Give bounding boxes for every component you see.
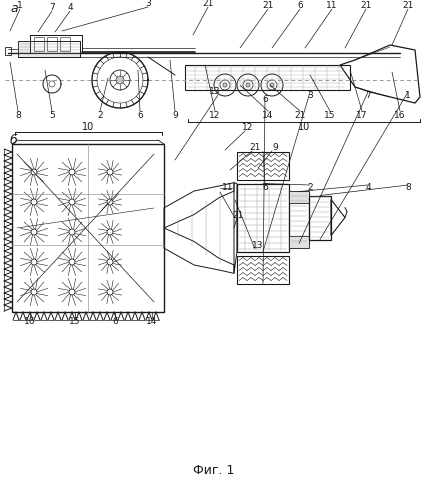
Text: а: а [10,2,18,16]
Text: 14: 14 [146,318,158,326]
Text: 12: 12 [242,124,254,132]
Text: 13: 13 [252,242,264,250]
Text: 21: 21 [262,2,273,11]
Bar [185,65,350,90]
Text: 6: 6 [112,318,118,326]
Bar [12,144,164,312]
Text: 1: 1 [405,90,411,100]
Text: 1: 1 [17,2,23,11]
Bar [60,37,70,51]
Text: 6: 6 [262,184,268,192]
Bar [289,190,309,202]
Text: 10: 10 [82,122,95,132]
Text: 17: 17 [356,110,368,120]
Text: 5: 5 [49,110,55,120]
Text: 16: 16 [24,318,36,326]
Text: 9: 9 [172,110,178,120]
Text: 13: 13 [209,88,221,96]
Circle shape [116,76,124,84]
Text: 6: 6 [297,2,303,11]
Text: 4: 4 [365,184,371,192]
Circle shape [246,83,250,87]
Text: б: б [10,134,18,146]
Text: 7: 7 [365,90,371,100]
Bar [30,35,82,53]
Text: 11: 11 [222,184,234,192]
Text: 21: 21 [360,2,372,11]
Bar [289,236,309,248]
Text: 16: 16 [394,110,406,120]
Bar [289,192,309,244]
Text: 6: 6 [137,110,143,120]
Text: 9: 9 [272,144,278,152]
Bar [309,196,331,240]
Text: 14: 14 [262,110,273,120]
Text: 10: 10 [298,122,310,132]
Text: 3: 3 [307,90,313,100]
Text: 21: 21 [250,144,261,152]
Text: 8: 8 [405,184,411,192]
Text: 3: 3 [145,0,151,8]
Text: 2: 2 [97,110,103,120]
Text: 15: 15 [69,318,81,326]
Text: 15: 15 [324,110,336,120]
Text: 21: 21 [294,110,306,120]
Text: 4: 4 [67,4,73,13]
Text: 2: 2 [307,184,313,192]
Bar [18,41,30,53]
Bar [47,37,57,51]
Bar [5,47,11,55]
Text: 21: 21 [202,0,214,8]
Text: 8: 8 [15,110,21,120]
Text: Фиг. 1: Фиг. 1 [193,464,235,476]
Bar [34,37,44,51]
Circle shape [223,83,227,87]
Text: 7: 7 [49,4,55,13]
Text: 21: 21 [232,210,244,220]
Bar [237,184,289,252]
Text: 21: 21 [402,2,414,11]
Text: 12: 12 [209,110,221,120]
Text: 6: 6 [262,96,268,104]
Text: 11: 11 [326,2,338,11]
Bar [237,152,289,180]
Bar [18,41,80,57]
Circle shape [270,83,274,87]
Bar [237,256,289,283]
